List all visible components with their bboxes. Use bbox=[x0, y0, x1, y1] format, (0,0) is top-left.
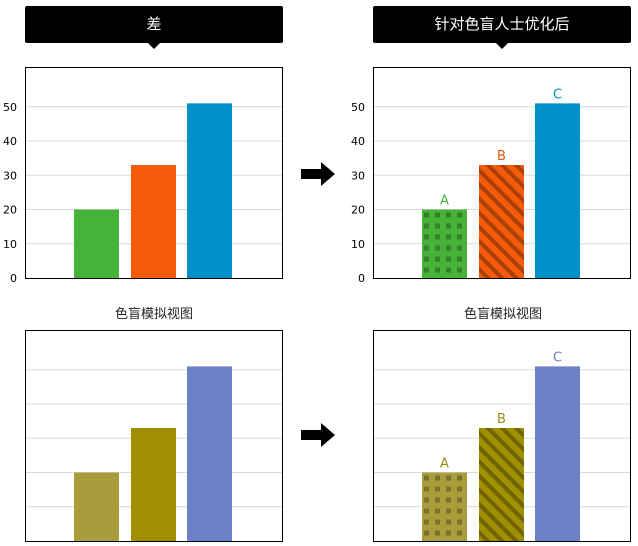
bar bbox=[187, 103, 232, 278]
bar-label: B bbox=[497, 412, 506, 427]
bar-label: C bbox=[553, 87, 562, 102]
y-tick-label: 30 bbox=[351, 169, 365, 182]
y-tick-label: 40 bbox=[351, 135, 365, 148]
y-tick-label: 0 bbox=[358, 272, 365, 285]
bar-dot-pattern bbox=[422, 209, 467, 278]
chart-frame bbox=[25, 330, 283, 542]
y-tick-label: 0 bbox=[10, 272, 17, 285]
chart-frame bbox=[373, 330, 631, 542]
right-arrow-icon-top bbox=[301, 162, 335, 186]
right-arrow-icon-bottom bbox=[301, 423, 335, 447]
y-tick-label: 50 bbox=[3, 101, 17, 114]
bar bbox=[535, 366, 580, 541]
bar bbox=[74, 209, 119, 278]
bar bbox=[131, 428, 176, 541]
bar-dot-pattern bbox=[422, 472, 467, 541]
bar-label: A bbox=[440, 194, 449, 209]
chart-original-colorblind bbox=[25, 330, 283, 542]
bar bbox=[131, 165, 176, 278]
bar bbox=[535, 103, 580, 278]
bar-label: C bbox=[553, 350, 562, 365]
chart-optimized-colorblind: A B C bbox=[373, 330, 631, 542]
y-tick-label: 10 bbox=[3, 238, 17, 251]
bar-stripe-pattern bbox=[479, 165, 524, 278]
bar-label: B bbox=[497, 149, 506, 164]
header-optimized-label: 针对色盲人士优化后 bbox=[434, 15, 570, 33]
chart-optimized: 0 10 20 30 40 50 A B C bbox=[351, 67, 631, 285]
y-tick-label: 20 bbox=[351, 204, 365, 217]
section-label-left: 色盲模拟视图 bbox=[114, 307, 193, 322]
bar bbox=[187, 366, 232, 541]
bar-label: A bbox=[440, 457, 449, 472]
chart-original: 0 10 20 30 40 50 bbox=[3, 67, 283, 285]
section-label-right: 色盲模拟视图 bbox=[463, 307, 542, 322]
header-optimized: 针对色盲人士优化后 bbox=[373, 6, 631, 49]
y-tick-label: 10 bbox=[351, 238, 365, 251]
bar-stripe-pattern bbox=[479, 428, 524, 541]
y-tick-label: 30 bbox=[3, 169, 17, 182]
bar bbox=[74, 472, 119, 541]
header-poor: 差 bbox=[25, 6, 283, 49]
chart-frame bbox=[373, 67, 631, 279]
chart-frame bbox=[25, 67, 283, 279]
y-tick-label: 20 bbox=[3, 204, 17, 217]
y-tick-label: 50 bbox=[351, 101, 365, 114]
y-tick-label: 40 bbox=[3, 135, 17, 148]
header-poor-label: 差 bbox=[146, 15, 162, 33]
